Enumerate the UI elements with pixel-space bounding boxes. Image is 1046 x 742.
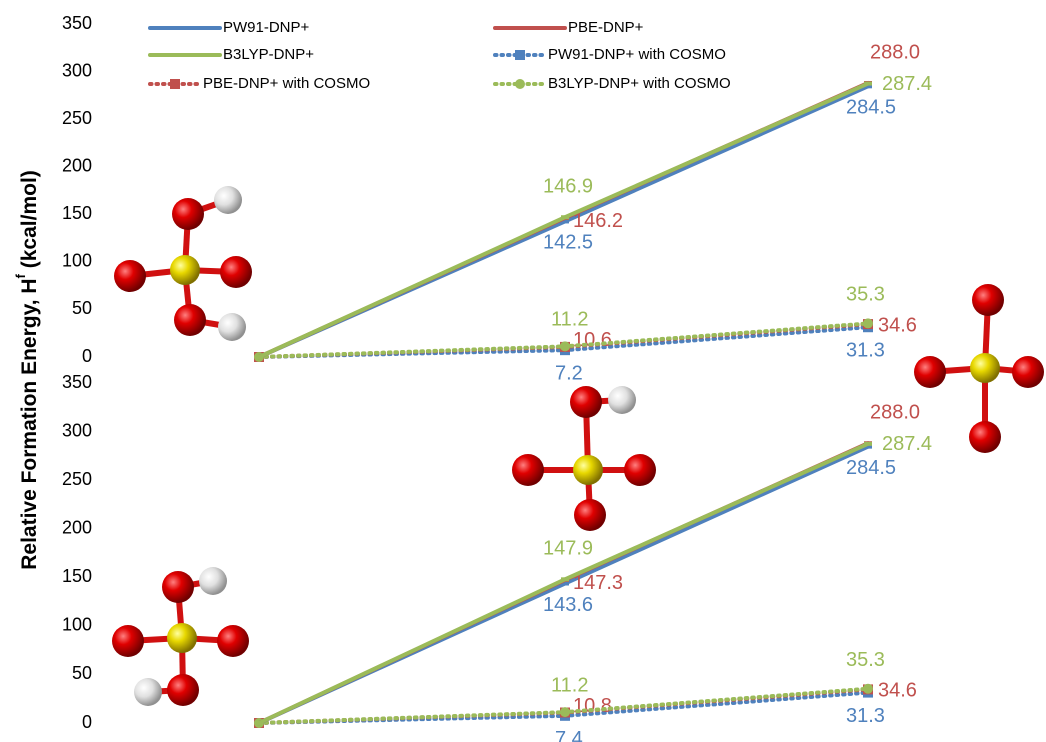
legend-label: B3LYP-DNP+	[223, 46, 314, 63]
data-label: 142.5	[543, 232, 593, 254]
data-label: 31.3	[846, 340, 885, 362]
molecule-top-left	[114, 186, 252, 341]
data-label: 288.0	[870, 41, 920, 63]
molecule-right	[914, 284, 1044, 453]
data-label: 284.5	[846, 457, 896, 479]
marker	[255, 355, 263, 359]
data-label: 35.3	[846, 649, 885, 671]
data-label: 143.6	[543, 594, 593, 616]
data-label: 11.2	[551, 309, 588, 331]
data-label: 284.5	[846, 97, 896, 119]
marker	[560, 707, 570, 717]
y-tick-label: 300	[62, 420, 92, 440]
y-tick-label: 150	[62, 203, 92, 223]
marker	[561, 215, 569, 219]
marker	[560, 341, 570, 351]
data-label: 34.6	[878, 680, 917, 702]
legend-label: PBE-DNP+	[568, 19, 644, 36]
molecule-bottom-left	[112, 567, 249, 706]
data-label: 146.9	[543, 176, 593, 198]
data-label: 10.8	[573, 695, 612, 717]
data-label: 7.4	[555, 728, 583, 742]
marker	[863, 318, 873, 328]
y-axis-label-text: Relative Formation Energy, H	[18, 278, 41, 569]
data-label: 7.2	[555, 362, 583, 384]
marker	[255, 721, 263, 725]
y-tick-label: 50	[72, 298, 92, 318]
legend-marker	[515, 50, 525, 60]
data-label: 11.2	[551, 674, 588, 696]
data-label: 287.4	[882, 73, 932, 95]
data-label: 35.3	[846, 284, 885, 306]
y-tick-label: 0	[82, 712, 92, 732]
data-label: 31.3	[846, 705, 885, 727]
y-tick-label: 0	[82, 346, 92, 366]
y-tick-label: 200	[62, 155, 92, 175]
y-tick-label: 150	[62, 566, 92, 586]
y-tick-label: 300	[62, 60, 92, 80]
data-label: 10.6	[573, 329, 612, 351]
data-label: 147.9	[543, 538, 593, 560]
marker	[863, 684, 873, 694]
legend-marker	[170, 79, 180, 89]
legend-label: PBE-DNP+ with COSMO	[203, 75, 370, 92]
marker	[864, 82, 872, 86]
y-axis-label-end: (kcal/mol)	[18, 170, 41, 274]
data-label: 34.6	[878, 314, 917, 336]
legend-label: B3LYP-DNP+ with COSMO	[548, 75, 731, 92]
y-tick-label: 100	[62, 251, 92, 271]
legend-marker	[515, 79, 525, 89]
y-tick-label: 250	[62, 108, 92, 128]
y-tick-label: 50	[72, 663, 92, 683]
marker	[561, 577, 569, 581]
marker	[864, 442, 872, 446]
chart: Relative Formation Energy, Hf (kcal/mol)…	[0, 0, 1046, 742]
y-tick-label: 350	[62, 372, 92, 392]
y-axis-label: Relative Formation Energy, Hf (kcal/mol)	[13, 170, 40, 570]
data-label: 146.2	[573, 210, 623, 232]
y-tick-label: 100	[62, 615, 92, 635]
y-tick-label: 200	[62, 517, 92, 537]
data-label: 288.0	[870, 402, 920, 424]
legend-label: PW91-DNP+ with COSMO	[548, 46, 726, 63]
data-label: 287.4	[882, 433, 932, 455]
y-tick-label: 350	[62, 13, 92, 33]
data-label: 147.3	[573, 572, 623, 594]
molecule-middle	[512, 386, 656, 531]
y-tick-label: 250	[62, 469, 92, 489]
legend-label: PW91-DNP+	[223, 19, 310, 36]
